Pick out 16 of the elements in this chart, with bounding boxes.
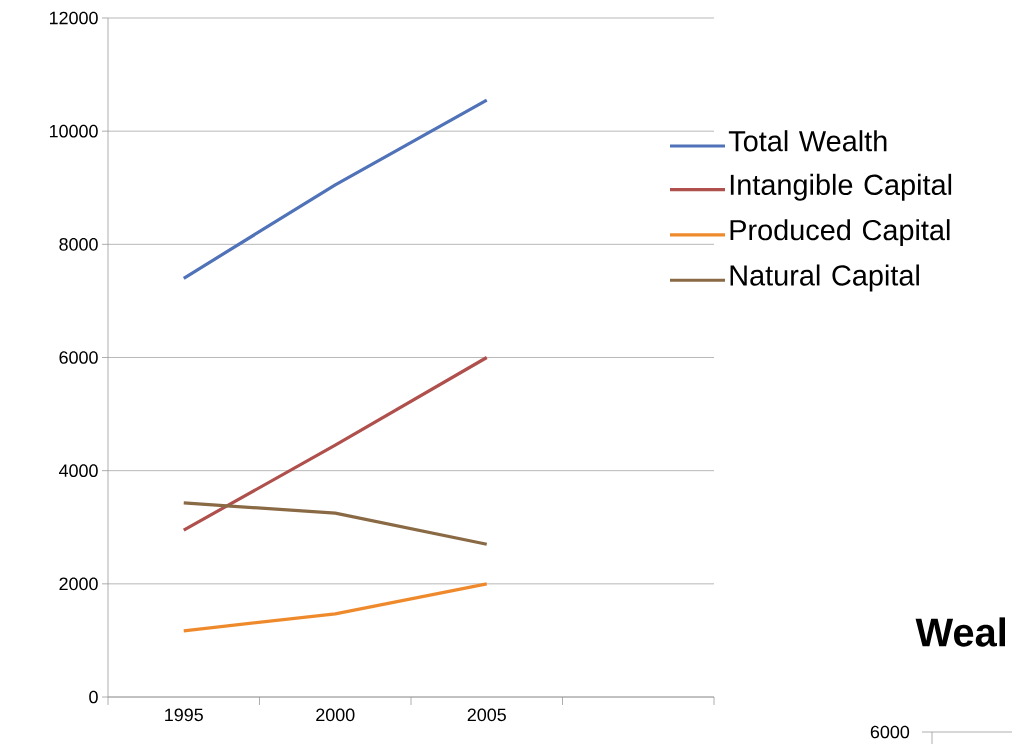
text: 6000 [870,725,910,739]
y-tick-label: 2000 [59,577,98,591]
y-tick-label: 6000 [59,351,98,364]
y-tick-label: 0 [89,690,98,704]
y-tick-label: 12000 [49,11,98,25]
legend-label: Intangible Capital [730,173,952,201]
x-tick-label: 2000 [316,708,355,722]
legend-label: Natural Capital [730,264,919,292]
y-tick-label: 8000 [59,237,98,251]
legend-label: Produced Capital [730,219,950,247]
text: Weal [915,617,1005,647]
y-tick-label: 4000 [58,464,98,478]
x-tick-label: 1995 [165,708,203,722]
legend-label: Total Wealth [728,130,887,152]
x-tick-label: 2005 [467,708,506,722]
y-tick-label: 10000 [49,124,98,138]
